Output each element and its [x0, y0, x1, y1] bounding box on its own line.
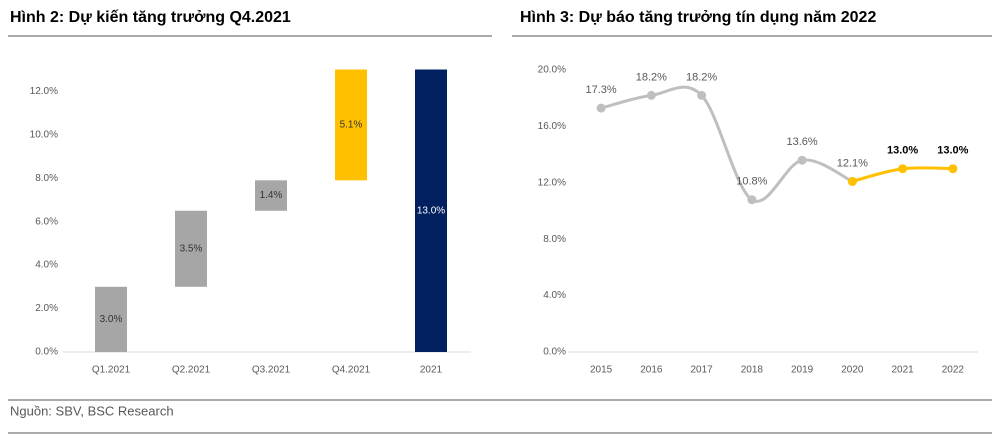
x-tick-label: 2016	[640, 365, 663, 376]
marker	[898, 164, 908, 174]
data-label: 3.5%	[180, 243, 203, 254]
marker	[747, 195, 757, 205]
x-tick-label: Q4.2021	[332, 365, 371, 376]
chart-title: Hình 2: Dự kiến tăng trưởng Q4.2021	[10, 9, 291, 26]
x-tick-label: 2020	[841, 365, 864, 376]
x-tick-label: Q2.2021	[172, 365, 211, 376]
y-tick-label: 0.0%	[35, 347, 58, 358]
x-tick-label: 2022	[942, 365, 965, 376]
x-tick-label: Q1.2021	[92, 365, 131, 376]
x-tick-label: 2017	[691, 365, 714, 376]
y-tick-label: 0.0%	[543, 347, 566, 358]
data-label: 1.4%	[260, 190, 283, 201]
x-tick-label: Q3.2021	[252, 365, 291, 376]
bar	[335, 69, 367, 181]
data-label: 17.3%	[586, 84, 617, 96]
marker	[847, 176, 857, 186]
data-label: 13.0%	[937, 145, 968, 157]
marker	[697, 90, 707, 100]
x-tick-label: 2019	[791, 365, 814, 376]
y-tick-label: 4.0%	[543, 290, 566, 301]
data-label: 5.1%	[340, 120, 363, 131]
marker	[596, 103, 606, 113]
y-tick-label: 12.0%	[538, 177, 566, 188]
bar	[175, 210, 207, 287]
marker	[948, 164, 958, 174]
data-label: 18.2%	[636, 71, 667, 83]
marker	[797, 155, 807, 165]
y-tick-label: 12.0%	[30, 86, 58, 97]
y-tick-label: 16.0%	[538, 121, 566, 132]
y-tick-label: 8.0%	[543, 234, 566, 245]
y-tick-label: 2.0%	[35, 303, 58, 314]
chart-title: Hình 3: Dự báo tăng trưởng tín dụng năm …	[520, 9, 876, 26]
bar	[415, 69, 447, 352]
y-tick-label: 6.0%	[35, 216, 58, 227]
source: Nguồn: SBV, BSC Research	[10, 403, 174, 418]
data-label: 18.2%	[686, 71, 717, 83]
marker	[646, 90, 656, 100]
data-label: 13.0%	[887, 145, 918, 157]
x-tick-label: 2021	[420, 365, 443, 376]
data-label: 12.1%	[837, 157, 868, 169]
data-label: 10.8%	[736, 176, 767, 188]
bar	[255, 180, 287, 211]
y-tick-label: 10.0%	[30, 129, 58, 140]
y-tick-label: 8.0%	[35, 173, 58, 184]
x-tick-label: 2021	[892, 365, 915, 376]
y-tick-label: 20.0%	[538, 65, 566, 76]
bar	[95, 286, 127, 352]
x-tick-label: 2018	[741, 365, 764, 376]
data-label: 3.0%	[100, 314, 123, 325]
data-label: 13.6%	[787, 136, 818, 148]
data-label: 13.0%	[417, 205, 445, 216]
x-tick-label: 2015	[590, 365, 613, 376]
y-tick-label: 4.0%	[35, 260, 58, 271]
